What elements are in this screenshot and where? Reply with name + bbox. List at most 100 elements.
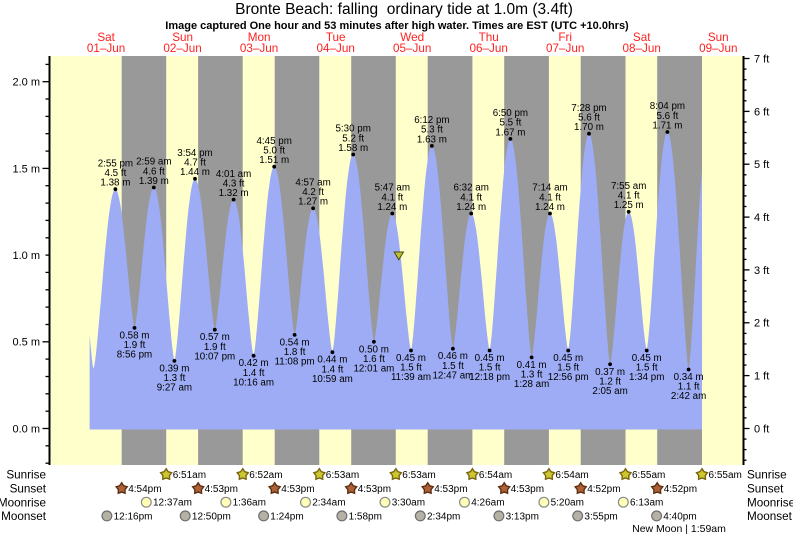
svg-text:Moonrise: Moonrise <box>0 496 46 509</box>
svg-text:Wed: Wed <box>400 31 424 44</box>
svg-text:1.5 ft: 1.5 ft <box>479 363 501 374</box>
svg-text:6:32 am: 6:32 am <box>453 183 488 194</box>
svg-text:0.58 m: 0.58 m <box>120 330 150 341</box>
svg-text:10:59 am: 10:59 am <box>312 374 353 385</box>
svg-text:6:53am: 6:53am <box>326 470 359 481</box>
svg-text:08–Jun: 08–Jun <box>623 42 661 55</box>
svg-text:Moonset: Moonset <box>747 510 793 523</box>
svg-text:4:57 am: 4:57 am <box>295 178 330 189</box>
svg-text:7:28 pm: 7:28 pm <box>571 103 606 114</box>
svg-text:7 ft: 7 ft <box>754 53 769 65</box>
svg-text:01–Jun: 01–Jun <box>87 42 125 55</box>
svg-text:1.70 m: 1.70 m <box>574 122 604 133</box>
svg-text:Sun: Sun <box>172 31 193 44</box>
svg-text:1.67 m: 1.67 m <box>495 127 525 138</box>
svg-text:3:30am: 3:30am <box>392 498 425 509</box>
svg-text:4.2 ft: 4.2 ft <box>302 187 324 198</box>
svg-text:Sunset: Sunset <box>747 483 784 496</box>
svg-text:6:53am: 6:53am <box>402 470 435 481</box>
svg-text:Tue: Tue <box>326 31 346 44</box>
svg-text:0.50 m: 0.50 m <box>359 344 389 355</box>
svg-text:5.0 ft: 5.0 ft <box>263 146 285 157</box>
svg-text:1.25 m: 1.25 m <box>614 200 644 211</box>
svg-text:1:24pm: 1:24pm <box>270 511 303 522</box>
svg-text:Sat: Sat <box>97 31 115 44</box>
svg-text:0.41 m: 0.41 m <box>517 360 547 371</box>
svg-text:12:01 am: 12:01 am <box>353 364 394 375</box>
svg-text:12:37am: 12:37am <box>153 498 192 509</box>
svg-text:5 ft: 5 ft <box>754 159 769 171</box>
svg-text:6:55am: 6:55am <box>632 470 665 481</box>
svg-text:1.3 ft: 1.3 ft <box>521 370 543 381</box>
svg-text:Sunset: Sunset <box>10 483 47 496</box>
svg-text:6:12 pm: 6:12 pm <box>414 115 449 126</box>
svg-text:1.24 m: 1.24 m <box>456 202 486 213</box>
svg-text:1.39 m: 1.39 m <box>139 176 169 187</box>
svg-text:0.45 m: 0.45 m <box>553 353 583 364</box>
svg-text:1:28 am: 1:28 am <box>514 379 549 390</box>
svg-text:0.54 m: 0.54 m <box>280 337 310 348</box>
svg-text:4.5 ft: 4.5 ft <box>105 168 127 179</box>
svg-text:12:18 pm: 12:18 pm <box>469 372 510 383</box>
svg-text:4:54pm: 4:54pm <box>128 484 161 495</box>
svg-text:06–Jun: 06–Jun <box>470 42 508 55</box>
svg-text:5.5 ft: 5.5 ft <box>500 118 522 129</box>
svg-text:12:16pm: 12:16pm <box>114 511 153 522</box>
svg-text:0.5 m: 0.5 m <box>12 337 40 349</box>
svg-text:4.1 ft: 4.1 ft <box>618 191 640 202</box>
svg-text:Image captured One hour and 53: Image captured One hour and 53 minutes a… <box>165 20 629 32</box>
svg-text:03–Jun: 03–Jun <box>240 42 278 55</box>
svg-text:11:39 am: 11:39 am <box>391 372 431 383</box>
svg-text:1.4 ft: 1.4 ft <box>243 368 265 379</box>
svg-text:2.0 m: 2.0 m <box>12 77 40 89</box>
svg-text:4:53pm: 4:53pm <box>281 484 314 495</box>
svg-text:4:53pm: 4:53pm <box>434 484 467 495</box>
svg-text:2:05 am: 2:05 am <box>592 386 627 397</box>
svg-text:1.8 ft: 1.8 ft <box>284 347 306 358</box>
svg-text:2:55 pm: 2:55 pm <box>98 158 133 169</box>
svg-text:10:16 am: 10:16 am <box>233 377 274 388</box>
svg-text:6:50 pm: 6:50 pm <box>493 108 528 119</box>
svg-text:5:20am: 5:20am <box>551 498 584 509</box>
svg-text:1.5 m: 1.5 m <box>12 163 40 175</box>
svg-text:11:08 pm: 11:08 pm <box>275 357 315 368</box>
svg-text:2:34am: 2:34am <box>312 498 345 509</box>
svg-text:4.7 ft: 4.7 ft <box>184 158 206 169</box>
svg-text:4:53pm: 4:53pm <box>511 484 544 495</box>
svg-text:12:56 pm: 12:56 pm <box>548 372 589 383</box>
svg-text:1.38 m: 1.38 m <box>100 178 130 189</box>
svg-text:0.46 m: 0.46 m <box>438 351 468 362</box>
svg-text:1.3 ft: 1.3 ft <box>164 373 186 384</box>
svg-text:0 ft: 0 ft <box>754 423 769 435</box>
svg-text:0.45 m: 0.45 m <box>632 353 662 364</box>
svg-text:4:40pm: 4:40pm <box>663 511 696 522</box>
svg-text:6:54am: 6:54am <box>479 470 512 481</box>
svg-text:1.9 ft: 1.9 ft <box>124 340 146 351</box>
svg-text:1 ft: 1 ft <box>754 371 769 383</box>
svg-text:1.2 ft: 1.2 ft <box>599 376 621 387</box>
svg-text:1:34 pm: 1:34 pm <box>629 372 664 383</box>
svg-text:6 ft: 6 ft <box>754 106 769 118</box>
svg-text:4:45 pm: 4:45 pm <box>256 136 291 147</box>
svg-text:7:55 am: 7:55 am <box>611 181 646 192</box>
svg-text:1.71 m: 1.71 m <box>652 120 682 131</box>
svg-text:Sunrise: Sunrise <box>747 469 787 482</box>
svg-text:Sat: Sat <box>633 31 651 44</box>
svg-text:4:52pm: 4:52pm <box>664 484 697 495</box>
svg-text:2:59 am: 2:59 am <box>136 157 171 168</box>
svg-text:Moonrise: Moonrise <box>747 496 793 509</box>
svg-text:1:58pm: 1:58pm <box>349 511 382 522</box>
svg-text:0.44 m: 0.44 m <box>317 355 347 366</box>
svg-text:6:55am: 6:55am <box>709 470 742 481</box>
svg-text:4.6 ft: 4.6 ft <box>143 166 165 177</box>
svg-text:4.1 ft: 4.1 ft <box>381 192 403 203</box>
svg-text:4:01 am: 4:01 am <box>216 169 251 180</box>
svg-text:3:13pm: 3:13pm <box>506 511 539 522</box>
svg-text:4:52pm: 4:52pm <box>587 484 620 495</box>
svg-text:1.24 m: 1.24 m <box>535 202 565 213</box>
svg-text:12:50pm: 12:50pm <box>192 511 231 522</box>
svg-text:5.3 ft: 5.3 ft <box>421 125 443 136</box>
svg-text:0.42 m: 0.42 m <box>239 358 269 369</box>
svg-text:07–Jun: 07–Jun <box>546 42 584 55</box>
svg-text:1:36am: 1:36am <box>233 498 266 509</box>
